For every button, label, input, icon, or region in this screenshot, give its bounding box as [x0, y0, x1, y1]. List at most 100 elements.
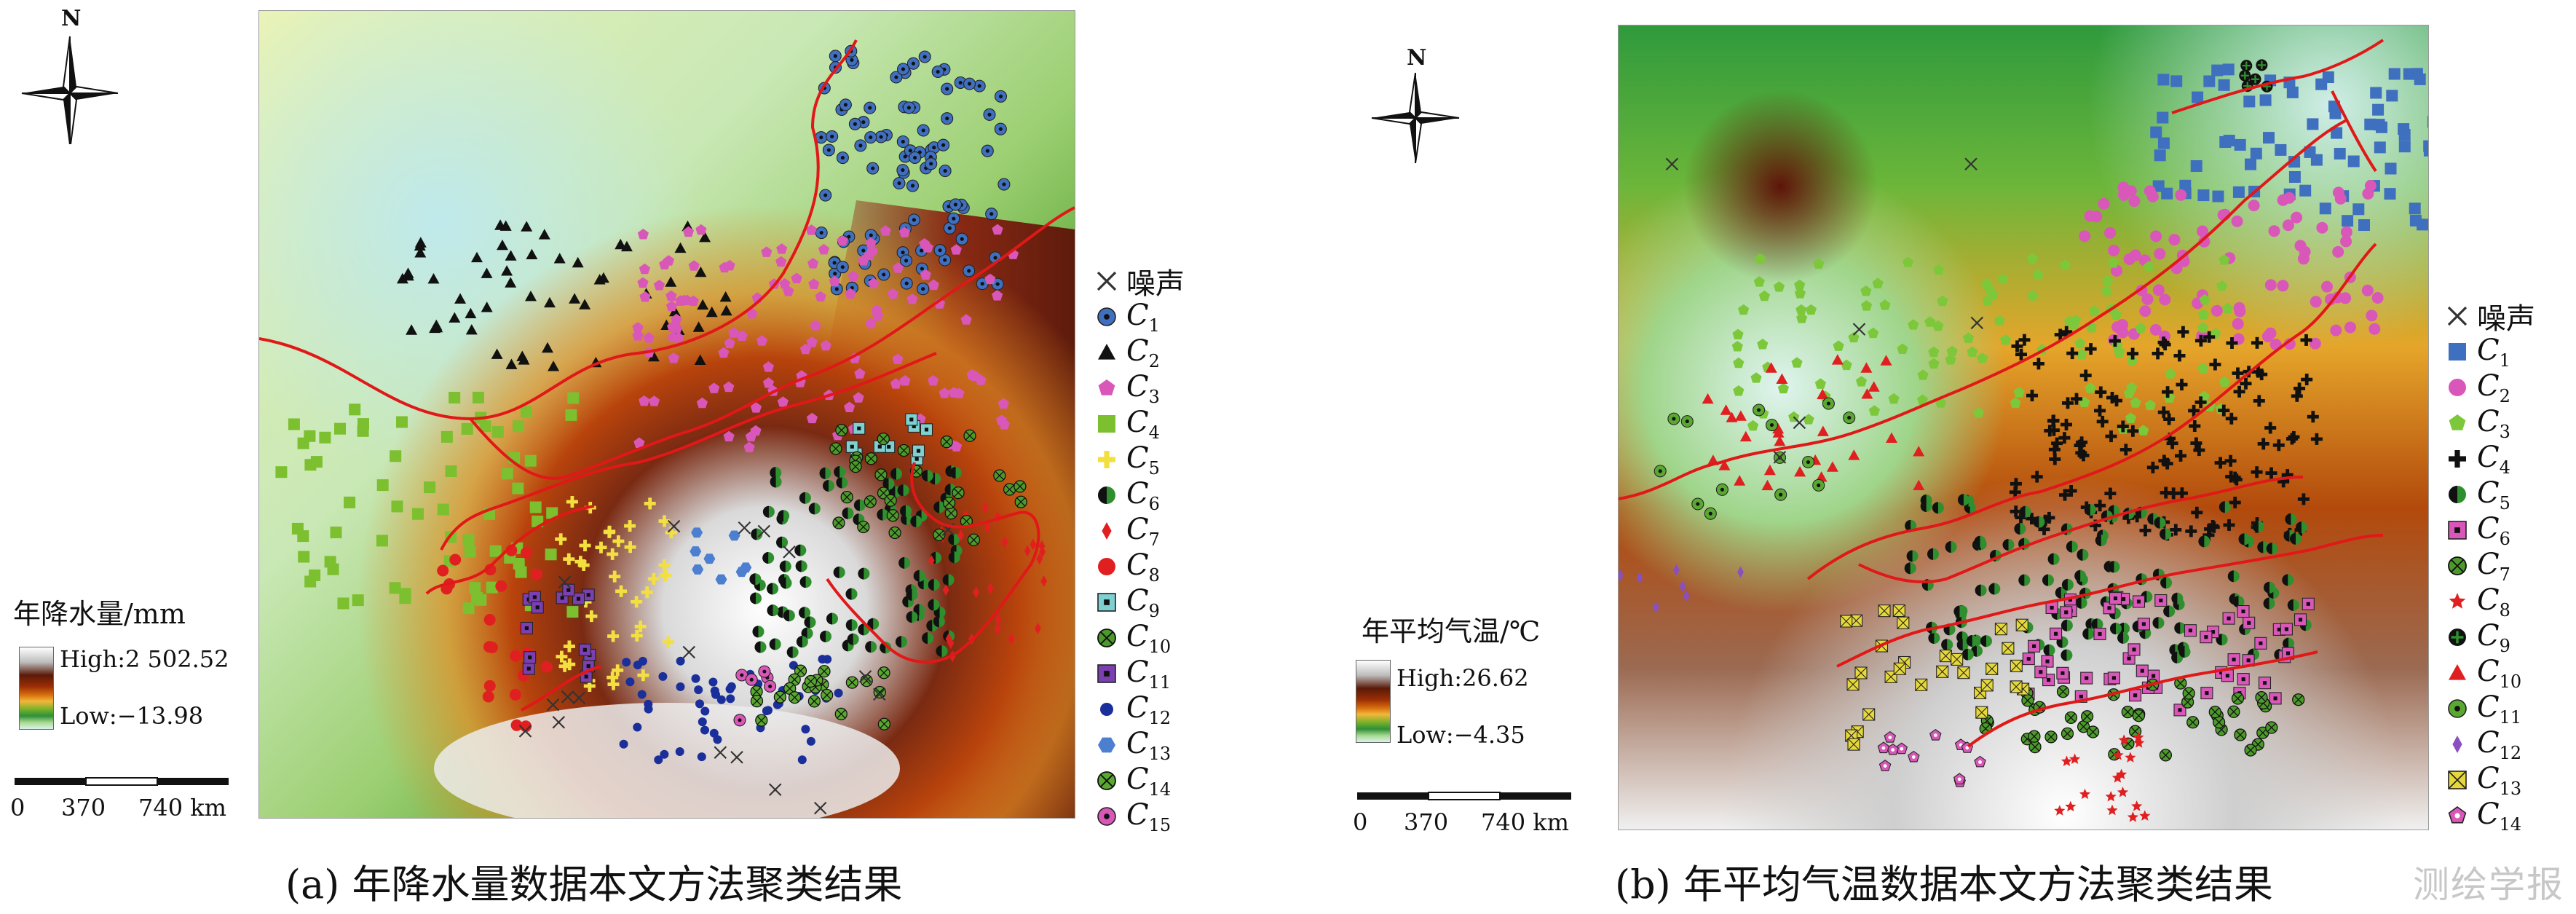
cluster-point: [836, 261, 849, 274]
cluster-point: [2075, 596, 2087, 609]
cluster-point: [728, 530, 740, 541]
cluster-point: [2239, 69, 2251, 82]
cluster-point: [465, 307, 477, 318]
cluster-point: [788, 691, 802, 704]
cluster-point: [2342, 215, 2354, 227]
cluster-point: [352, 594, 364, 607]
cluster-point: [998, 419, 1011, 430]
cluster-point: [2105, 791, 2117, 802]
cluster-small-dot-icon: [1100, 703, 1113, 716]
cluster-point: [529, 501, 542, 513]
cluster-point: [2188, 404, 2200, 417]
legend-item-c1: C1: [2446, 334, 2556, 371]
cluster-point: [877, 666, 890, 679]
cluster-point: [2159, 749, 2173, 762]
cluster-point: [709, 728, 719, 738]
cluster-point: [671, 313, 682, 325]
cluster-point: [948, 387, 960, 398]
cluster-point: [2077, 548, 2089, 561]
cluster-point: [697, 752, 706, 762]
cluster-point: [2079, 369, 2092, 382]
cluster-point: [808, 503, 821, 515]
cluster-point: [607, 630, 620, 642]
legend-item-c11: C11: [1096, 655, 1205, 693]
cluster-point: [853, 422, 866, 435]
cluster-point: [462, 534, 475, 546]
cluster-point: [2065, 800, 2077, 812]
cluster-point: [2366, 310, 2378, 322]
cluster-point: [880, 225, 891, 236]
cluster-point: [391, 500, 403, 513]
cluster-point: [542, 342, 553, 353]
cluster-point: [564, 658, 576, 671]
cluster-point: [2115, 768, 2127, 779]
cluster-point: [481, 267, 493, 278]
cluster-point: [2164, 433, 2176, 445]
north-label: N: [1407, 45, 1427, 71]
cluster-half-circle-icon: [1098, 486, 1115, 504]
cluster-point: [2202, 529, 2215, 541]
cluster-point: [890, 378, 902, 389]
cluster-point: [2101, 275, 2114, 286]
legend-cluster-label: C11: [1126, 655, 1172, 693]
cluster-point: [928, 579, 940, 591]
cluster-point: [449, 392, 461, 403]
cluster-point: [775, 256, 787, 267]
cluster-point: [2229, 497, 2241, 508]
cluster-point: [2285, 513, 2297, 525]
cluster-point: [997, 398, 1009, 409]
legend-item-c12: C12: [1096, 691, 1205, 728]
cluster-point: [2283, 338, 2296, 350]
legend-item-c6: C6: [1096, 477, 1205, 514]
cluster-point: [767, 604, 779, 617]
cluster-point: [2084, 210, 2096, 222]
cluster-point: [1654, 465, 1667, 478]
cluster-point: [2069, 753, 2081, 764]
cluster-point: [807, 695, 821, 708]
cluster-point: [2199, 293, 2210, 305]
cluster-point: [1916, 394, 1929, 405]
cluster-point: [607, 548, 619, 560]
cluster-point: [647, 350, 660, 362]
cluster-point: [952, 486, 965, 500]
cluster-pentagon-icon: [2449, 414, 2466, 430]
legend-item-c13: C13: [1096, 727, 1205, 764]
cluster-point: [531, 601, 544, 614]
cluster-point: [484, 564, 497, 576]
cluster-point: [2076, 348, 2087, 360]
cluster-point: [319, 431, 331, 444]
cluster-point: [548, 361, 560, 371]
cluster-boundary-line: [469, 206, 1075, 480]
legend-cluster-label: C15: [1126, 797, 1172, 835]
cluster-point: [795, 560, 807, 572]
cluster-point: [822, 143, 835, 157]
cluster-point: [2203, 331, 2216, 343]
legend-item-c4: C4: [2446, 441, 2556, 478]
cluster-point: [899, 375, 911, 386]
cluster-point: [783, 682, 797, 696]
cluster-point: [769, 638, 781, 650]
cluster-point: [1975, 706, 1988, 719]
noise-point: [561, 690, 574, 704]
scale-tick-2: 740 km: [1481, 808, 1569, 836]
cluster-point: [877, 268, 890, 281]
cluster-point: [826, 130, 839, 143]
cluster-point: [688, 260, 700, 271]
cluster-point: [2286, 433, 2298, 445]
cluster-point: [1794, 288, 1806, 299]
cluster-point: [2182, 687, 2195, 700]
cluster-point: [890, 468, 902, 480]
cluster-point: [2059, 259, 2071, 270]
cluster-point: [2112, 749, 2124, 760]
cluster-point: [473, 391, 484, 403]
cluster-point: [2031, 470, 2043, 483]
cluster-point: [892, 353, 904, 364]
cluster-point: [2398, 141, 2411, 153]
cluster-point: [788, 673, 801, 686]
cluster-point: [692, 321, 705, 332]
cluster-point: [2160, 577, 2173, 589]
cluster-point: [674, 242, 687, 253]
legend-item-c7: C7: [2446, 548, 2556, 585]
legend-item-c12: C12: [2446, 726, 2556, 763]
cluster-point: [829, 442, 842, 455]
